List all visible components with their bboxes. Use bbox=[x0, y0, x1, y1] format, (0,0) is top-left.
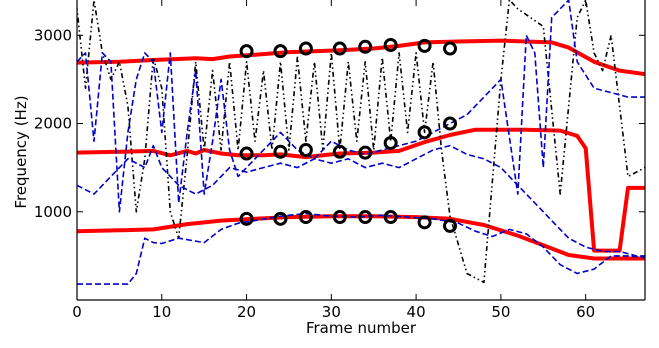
series-line-6 bbox=[77, 212, 645, 285]
marker-point-16 bbox=[239, 211, 254, 226]
series-line-5 bbox=[77, 144, 645, 257]
marker-point-21 bbox=[383, 210, 398, 225]
series-line-4 bbox=[77, 0, 645, 213]
marker-point-8 bbox=[239, 146, 254, 161]
y-tick-label-3000: 3000 bbox=[34, 26, 72, 44]
y-tick-label-1000: 1000 bbox=[34, 203, 72, 221]
marker-point-4 bbox=[358, 39, 373, 54]
x-tick-label-0: 0 bbox=[72, 303, 82, 321]
series-line-1 bbox=[77, 127, 645, 253]
x-tick-label-10: 10 bbox=[152, 303, 171, 321]
y-axis-label: Frequency (Hz) bbox=[12, 95, 30, 208]
axis-layer: 0 10 20 30 40 50 60 1000 2000 3000 bbox=[34, 0, 646, 321]
marker-point-19 bbox=[332, 210, 347, 225]
marker-point-12 bbox=[358, 145, 373, 160]
x-tick-label-50: 50 bbox=[491, 303, 510, 321]
series-layer bbox=[77, 0, 645, 285]
marker-point-17 bbox=[273, 211, 288, 226]
series-line-0 bbox=[77, 38, 645, 77]
marker-point-6 bbox=[417, 38, 432, 53]
marker-point-18 bbox=[298, 210, 313, 225]
marker-point-7 bbox=[443, 41, 458, 56]
marker-point-23 bbox=[443, 218, 458, 233]
marker-point-14 bbox=[417, 125, 432, 140]
x-tick-label-20: 20 bbox=[237, 303, 256, 321]
marker-point-1 bbox=[273, 44, 288, 59]
marker-point-22 bbox=[417, 215, 432, 230]
x-tick-label-30: 30 bbox=[322, 303, 341, 321]
y-tick-label-2000: 2000 bbox=[34, 115, 72, 133]
marker-point-10 bbox=[298, 143, 313, 157]
marker-point-15 bbox=[443, 116, 458, 131]
marker-point-9 bbox=[273, 144, 288, 159]
marker-point-2 bbox=[298, 41, 313, 56]
marker-point-11 bbox=[332, 144, 347, 159]
marker-point-3 bbox=[332, 41, 347, 56]
x-axis-label: Frame number bbox=[306, 319, 417, 337]
marker-point-20 bbox=[358, 210, 373, 225]
marker-point-0 bbox=[239, 44, 254, 59]
marker-point-5 bbox=[383, 38, 398, 52]
marker-point-13 bbox=[383, 135, 398, 150]
x-tick-label-60: 60 bbox=[576, 303, 595, 321]
x-tick-label-40: 40 bbox=[407, 303, 426, 321]
